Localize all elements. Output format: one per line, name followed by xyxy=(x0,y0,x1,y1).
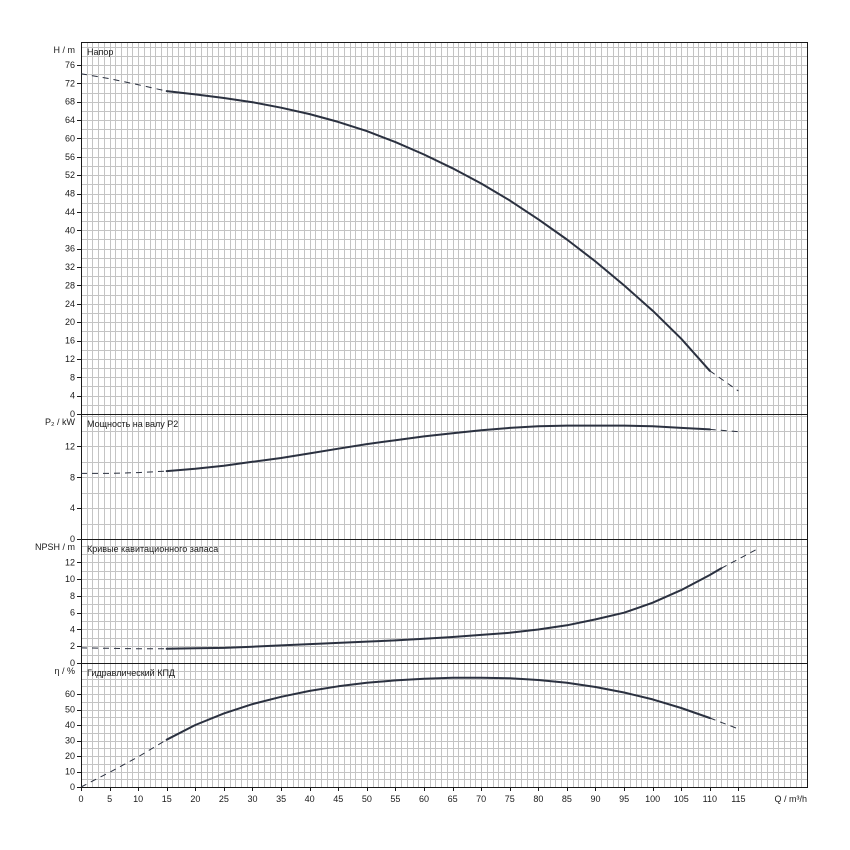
head-y-tick-label: 16 xyxy=(65,336,75,346)
x-tick-label: 90 xyxy=(590,794,600,804)
x-tick-label: 45 xyxy=(333,794,343,804)
x-tick-label: 95 xyxy=(619,794,629,804)
efficiency-curve-dashed-start xyxy=(80,739,167,788)
head-y-tick-label: 4 xyxy=(70,391,75,401)
head-y-tick-label: 12 xyxy=(65,354,75,364)
x-tick-label: 35 xyxy=(276,794,286,804)
head-y-tick-label: 52 xyxy=(65,170,75,180)
power-y-tick-label: 12 xyxy=(65,441,75,451)
head-y-tick-label: 8 xyxy=(70,372,75,382)
frames xyxy=(77,42,808,791)
efficiency-curve xyxy=(165,676,711,741)
head-curve xyxy=(165,90,711,372)
head-y-tick-label: 56 xyxy=(65,152,75,162)
x-tick-label: 75 xyxy=(505,794,515,804)
head-y-tick-label: 44 xyxy=(65,207,75,217)
x-tick-label: 0 xyxy=(78,794,83,804)
x-tick-label: 30 xyxy=(247,794,257,804)
head-y-tick-label: 32 xyxy=(65,262,75,272)
power-y-tick-label: 0 xyxy=(70,534,75,544)
x-tick-label: 110 xyxy=(703,794,717,804)
efficiency-y-tick-label: 60 xyxy=(65,689,75,699)
x-tick-label: 10 xyxy=(133,794,143,804)
power-panel-title: Мощность на валу P2 xyxy=(87,419,178,429)
head-y-tick-label: 76 xyxy=(65,60,75,70)
power-y-tick-label: 8 xyxy=(70,472,75,482)
x-tick-label: 115 xyxy=(731,794,745,804)
head-y-tick-label: 72 xyxy=(65,78,75,88)
npsh-panel-title: Кривые кавитационного запаса xyxy=(87,544,218,554)
x-tick-label: 105 xyxy=(674,794,689,804)
head-y-axis-label: H / m xyxy=(54,45,76,55)
curves xyxy=(80,73,756,788)
npsh-y-axis-label: NPSH / m xyxy=(35,542,75,552)
efficiency-y-axis-label: η / % xyxy=(54,666,75,676)
power-curve xyxy=(165,424,711,473)
x-tick-label: 5 xyxy=(107,794,112,804)
head-y-tick-label: 36 xyxy=(65,244,75,254)
power-y-axis-label: P₂ / kW xyxy=(45,417,75,427)
npsh-y-tick-label: 0 xyxy=(70,658,75,668)
head-y-tick-label: 24 xyxy=(65,299,75,309)
x-tick-label: 60 xyxy=(419,794,429,804)
power-curve-dashed-start xyxy=(81,470,167,474)
npsh-y-tick-label: 10 xyxy=(65,574,75,584)
npsh-y-tick-label: 6 xyxy=(70,608,75,618)
head-y-tick-label: 60 xyxy=(65,133,75,143)
npsh-y-tick-label: 2 xyxy=(70,641,75,651)
efficiency-y-tick-label: 20 xyxy=(65,751,75,761)
x-tick-label: 85 xyxy=(562,794,572,804)
x-axis-label: Q / m³/h xyxy=(774,794,807,804)
head-y-tick-label: 28 xyxy=(65,280,75,290)
npsh-y-tick-label: 12 xyxy=(65,557,75,567)
power-y-tick-label: 4 xyxy=(70,503,75,513)
power-curve-dashed-end xyxy=(709,428,739,433)
efficiency-panel-frame xyxy=(81,663,808,788)
head-y-tick-label: 64 xyxy=(65,115,75,125)
x-tick-label: 40 xyxy=(305,794,315,804)
head-y-tick-label: 48 xyxy=(65,189,75,199)
x-tick-label: 65 xyxy=(448,794,458,804)
head-y-tick-label: 0 xyxy=(70,409,75,419)
npsh-curve xyxy=(165,567,723,650)
x-tick-label: 80 xyxy=(533,794,543,804)
x-tick-label: 50 xyxy=(362,794,372,804)
head-curve-dashed-end xyxy=(709,370,739,392)
efficiency-y-tick-label: 10 xyxy=(65,767,75,777)
head-y-tick-label: 40 xyxy=(65,225,75,235)
x-tick-label: 20 xyxy=(190,794,200,804)
efficiency-y-tick-label: 30 xyxy=(65,736,75,746)
head-panel-title: Напор xyxy=(87,47,113,57)
x-tick-label: 100 xyxy=(645,794,660,804)
head-y-tick-label: 20 xyxy=(65,317,75,327)
x-tick-label: 25 xyxy=(219,794,229,804)
efficiency-curve-dashed-end xyxy=(709,717,739,730)
x-tick-label: 15 xyxy=(162,794,172,804)
head-y-tick-label: 68 xyxy=(65,97,75,107)
efficiency-y-tick-label: 40 xyxy=(65,720,75,730)
npsh-y-tick-label: 8 xyxy=(70,591,75,601)
x-tick-label: 55 xyxy=(390,794,400,804)
efficiency-y-tick-label: 0 xyxy=(70,782,75,792)
efficiency-panel-title: Гидравлический КПД xyxy=(87,668,175,678)
x-tick-label: 70 xyxy=(476,794,486,804)
npsh-curve-dashed-start xyxy=(80,647,167,650)
head-curve-dashed-start xyxy=(80,73,167,92)
efficiency-y-tick-label: 50 xyxy=(65,705,75,715)
npsh-y-tick-label: 4 xyxy=(70,624,75,634)
